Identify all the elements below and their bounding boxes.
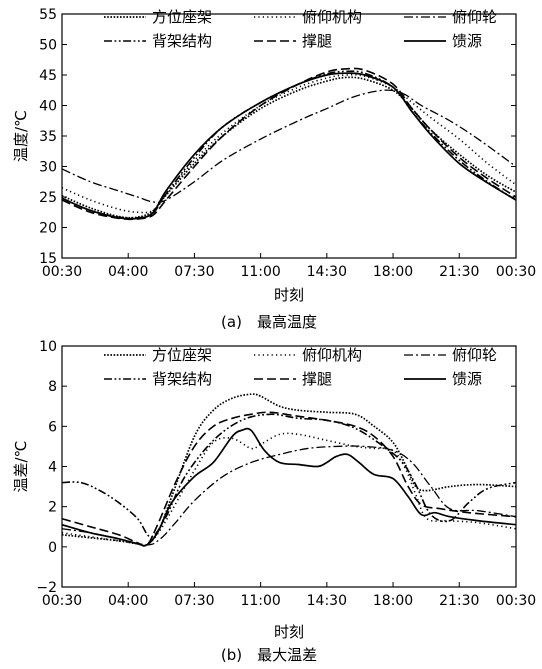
series-line-5 [62,411,516,547]
x-tick-label: 11:00 [240,264,280,280]
y-tick-label: −2 [36,580,57,596]
series-line-1 [62,76,516,219]
series-line-6 [62,427,516,547]
x-tick-label: 00:30 [42,593,82,609]
legend-label: 俯仰机构 [302,346,362,364]
x-tick-label: 00:30 [496,264,536,280]
x-tick-label: 00:30 [496,593,536,609]
figure-caption: (a) 最高温度 [221,313,317,331]
y-tick-label: 25 [39,190,57,206]
y-tick-label: 55 [39,7,57,23]
x-axis-label: 时刻 [274,286,304,304]
series-line-6 [62,72,516,220]
series-line-2 [62,73,516,214]
figure-caption: (b) 最大温差 [221,646,317,664]
x-tick-label: 21:30 [439,264,479,280]
legend-label: 撑腿 [302,32,332,50]
chart-b-max-temperature-difference: −2 0 2 4 6 8 10 00:30 04:00 07:30 11:00 14:30 18:00 2… [12,339,536,664]
legend-label: 馈源 [452,370,482,388]
series-line-1 [62,393,516,547]
x-tick-label: 11:00 [240,593,280,609]
y-axis-label: 温度/℃ [12,110,30,162]
x-tick-label: 14:30 [307,593,347,609]
y-tick-label: 10 [39,339,57,355]
y-tick-label: 35 [39,129,57,145]
y-tick-label: 0 [48,540,57,556]
legend-label: 俯仰轮 [452,8,497,26]
y-tick-label: 15 [39,251,57,267]
series-line-2 [62,432,516,547]
x-tick-label: 18:00 [373,264,413,280]
series-line-4 [62,413,516,538]
legend-label: 背架结构 [152,32,212,50]
legend-label: 撑腿 [302,370,332,388]
y-tick-label: 50 [39,38,57,54]
y-tick-label: 45 [39,68,57,84]
legend-label: 俯仰轮 [452,346,497,364]
x-tick-label: 04:00 [108,593,148,609]
x-tick-label: 00:30 [42,264,82,280]
x-tick-label: 21:30 [439,593,479,609]
legend-label: 馈源 [452,32,482,50]
legend-label: 方位座架 [152,346,212,364]
chart-a-max-temperature: 15 20 25 30 35 40 45 50 55 00:30 04:00 07:30 11:00 14… [12,7,536,331]
y-tick-label: 6 [48,419,57,435]
series-line-3 [62,89,516,204]
x-axis-label: 时刻 [274,623,304,641]
x-tick-label: 14:30 [307,264,347,280]
x-tick-label: 18:00 [373,593,413,609]
y-tick-label: 4 [48,460,57,476]
y-tick-label: 20 [39,221,57,237]
legend-label: 俯仰机构 [302,8,362,26]
plot-frame [61,345,517,588]
y-axis-label: 温差/℃ [12,441,30,493]
series-line-4 [62,70,516,219]
legend-label: 背架结构 [152,370,212,388]
legend-label: 方位座架 [152,8,212,26]
series-line-3 [62,445,516,546]
x-tick-label: 04:00 [108,264,148,280]
y-tick-label: 40 [39,99,57,115]
series-line-5 [62,67,516,221]
plot-frame [61,13,517,259]
y-tick-label: 30 [39,160,57,176]
x-tick-label: 07:30 [174,593,214,609]
x-tick-label: 07:30 [174,264,214,280]
y-tick-label: 8 [48,379,57,395]
y-tick-label: 2 [48,500,57,516]
